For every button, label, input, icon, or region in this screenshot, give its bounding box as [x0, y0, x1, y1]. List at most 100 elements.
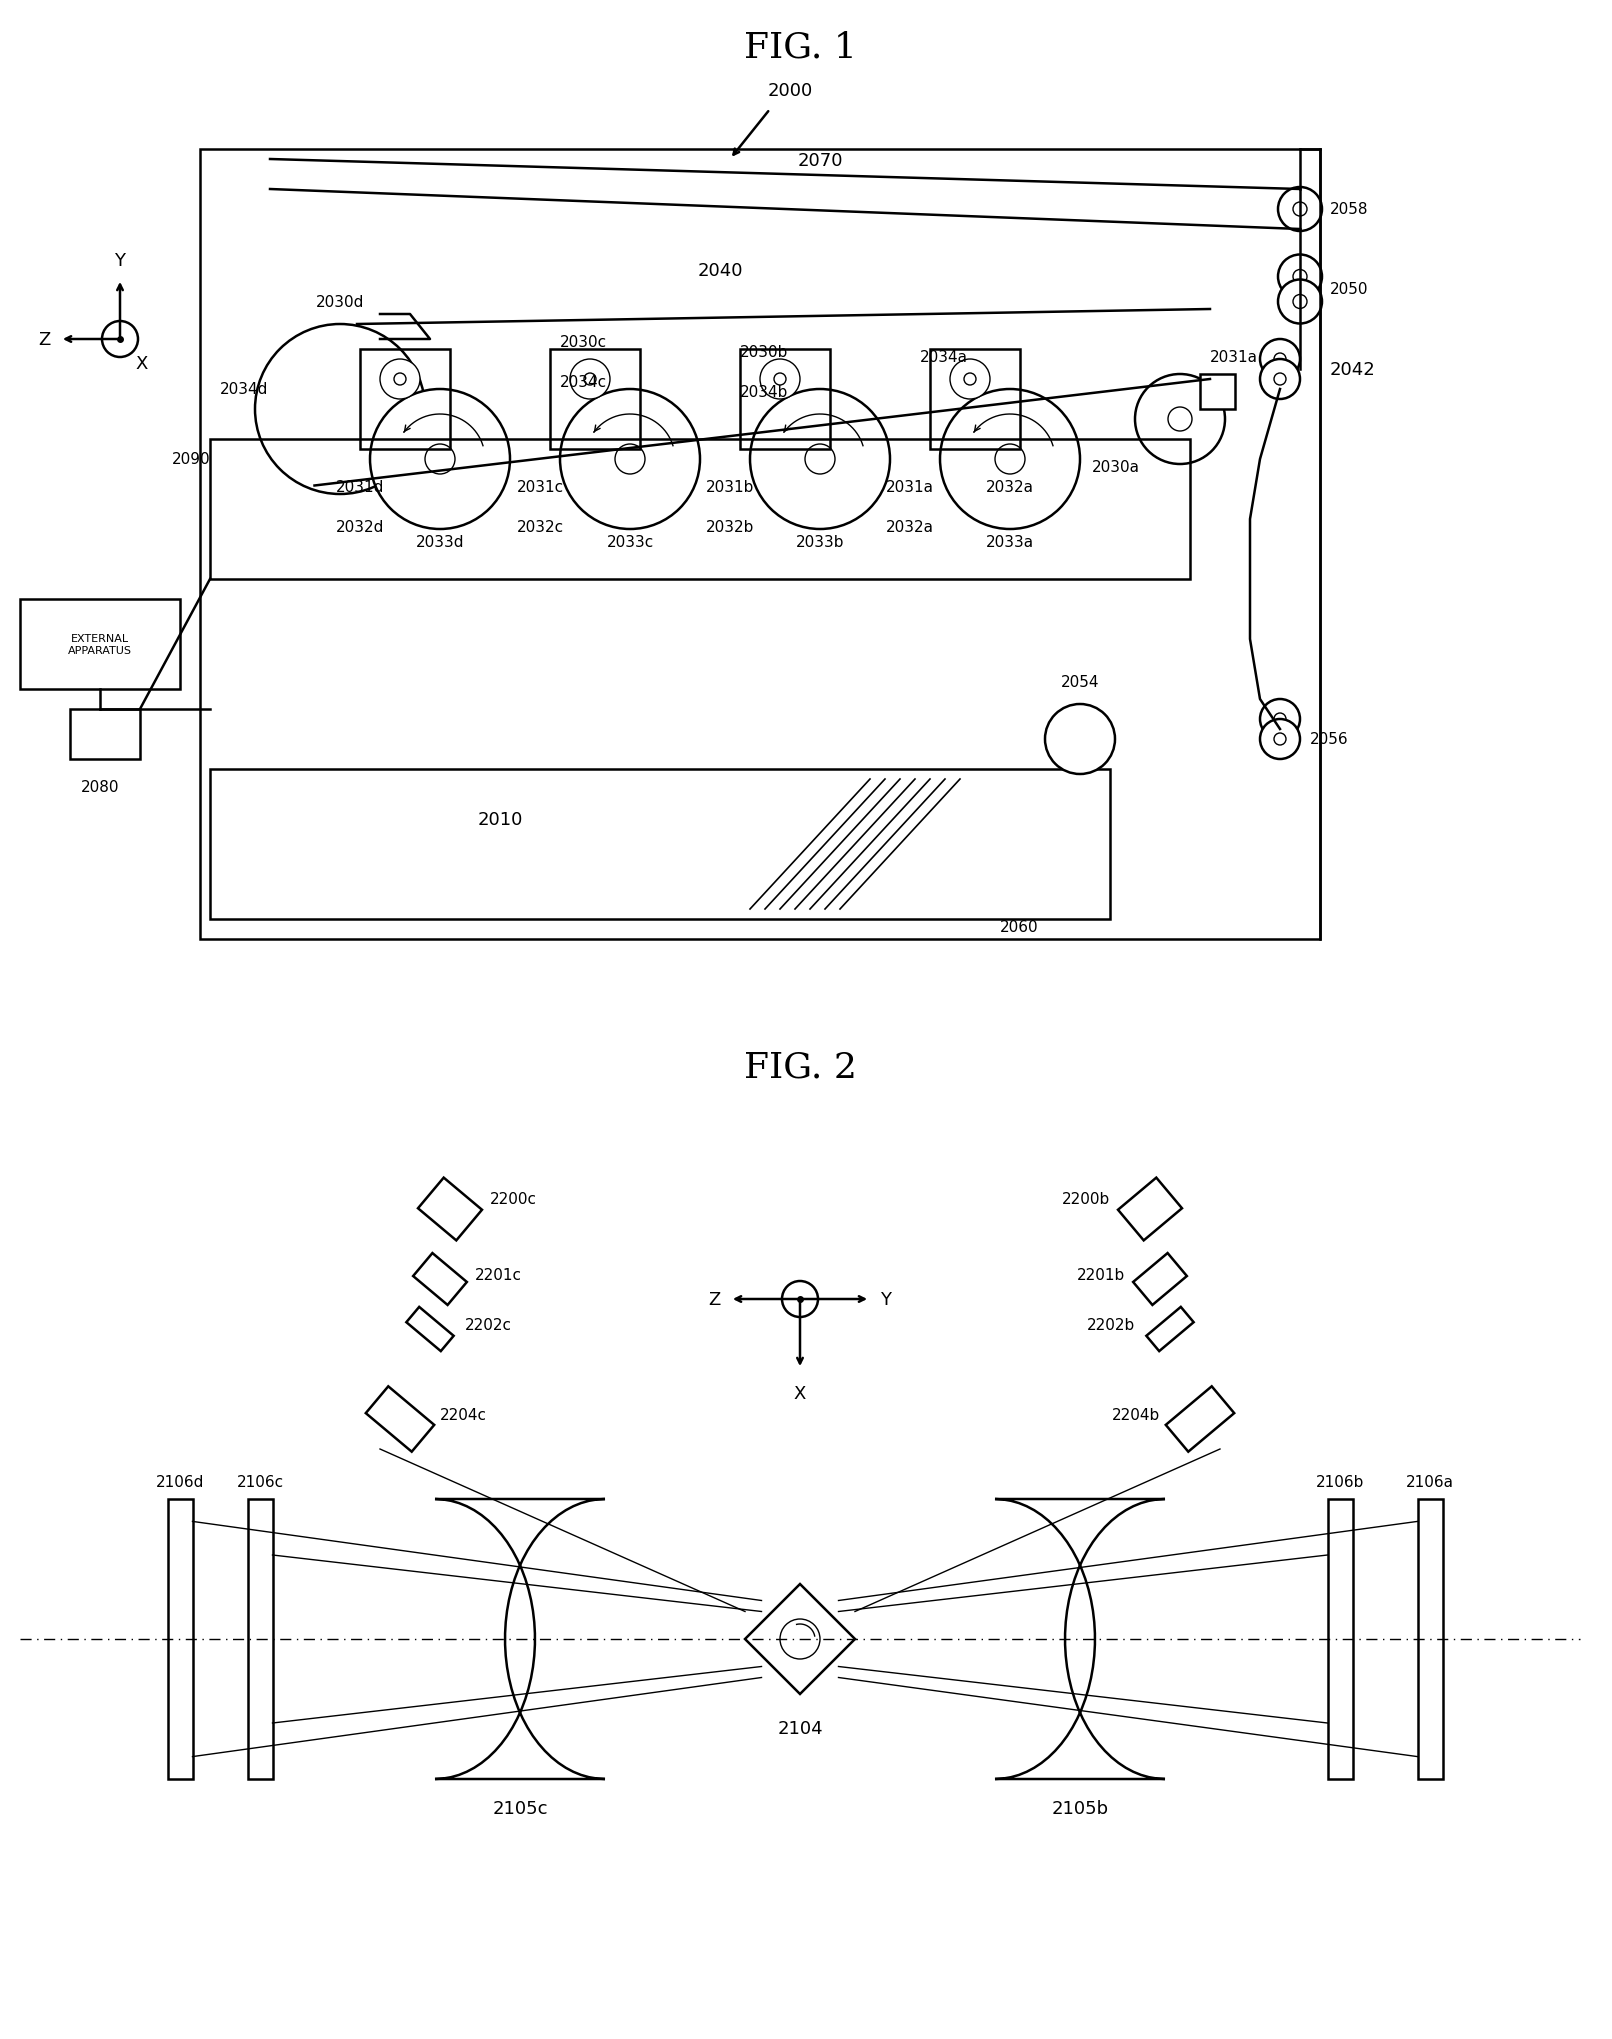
Text: Y: Y — [114, 253, 126, 269]
Text: 2058: 2058 — [1330, 202, 1369, 218]
Bar — [550, 351, 640, 451]
Circle shape — [371, 389, 509, 530]
Bar — [1328, 1499, 1352, 1780]
Text: 2033d: 2033d — [416, 534, 464, 551]
Bar — [930, 351, 1020, 451]
Text: X: X — [135, 355, 147, 373]
Text: 2050: 2050 — [1330, 281, 1369, 298]
Circle shape — [774, 373, 787, 385]
Bar — [1417, 1499, 1443, 1780]
Circle shape — [571, 359, 609, 400]
Text: 2200b: 2200b — [1062, 1193, 1111, 1207]
Text: 2054: 2054 — [1061, 675, 1099, 689]
Circle shape — [750, 389, 890, 530]
Polygon shape — [406, 1307, 453, 1352]
Circle shape — [940, 389, 1080, 530]
Text: 2034c: 2034c — [559, 375, 608, 389]
Text: 2030d: 2030d — [316, 296, 364, 310]
Polygon shape — [995, 1499, 1165, 1780]
Text: 2034b: 2034b — [740, 385, 788, 400]
Circle shape — [995, 445, 1025, 475]
Text: 2033a: 2033a — [987, 534, 1033, 551]
Text: 2070: 2070 — [798, 153, 843, 169]
Text: EXTERNAL
APPARATUS: EXTERNAL APPARATUS — [68, 634, 132, 655]
Circle shape — [804, 445, 835, 475]
Text: 2034d: 2034d — [219, 381, 268, 398]
Text: 2032d: 2032d — [335, 520, 384, 534]
Circle shape — [1278, 188, 1322, 232]
Circle shape — [393, 373, 406, 385]
Circle shape — [584, 373, 596, 385]
Polygon shape — [1119, 1179, 1182, 1242]
Text: Y: Y — [880, 1291, 891, 1309]
Circle shape — [426, 445, 455, 475]
Bar — [210, 769, 1111, 920]
Text: 2106d: 2106d — [156, 1474, 205, 1488]
Circle shape — [1293, 296, 1307, 310]
Bar — [248, 1499, 272, 1780]
Text: 2105b: 2105b — [1051, 1798, 1109, 1817]
Circle shape — [1261, 699, 1299, 740]
Text: 2204c: 2204c — [440, 1407, 487, 1421]
Bar — [359, 351, 450, 451]
Circle shape — [1273, 355, 1286, 365]
Text: 2030a: 2030a — [1091, 459, 1140, 475]
Text: 2202b: 2202b — [1086, 1317, 1135, 1331]
Text: 2032b: 2032b — [706, 520, 754, 534]
Text: 2031a: 2031a — [887, 479, 933, 495]
Circle shape — [1278, 279, 1322, 324]
Circle shape — [1293, 204, 1307, 216]
Polygon shape — [418, 1179, 482, 1242]
Text: 2056: 2056 — [1311, 732, 1349, 746]
Bar — [69, 710, 140, 761]
Circle shape — [1293, 271, 1307, 283]
Text: 2104: 2104 — [777, 1719, 822, 1737]
Text: 2090: 2090 — [171, 453, 210, 467]
Text: 2060: 2060 — [999, 920, 1038, 934]
Text: 2031b: 2031b — [706, 479, 754, 495]
Text: 2031c: 2031c — [516, 479, 564, 495]
Text: 2033b: 2033b — [796, 534, 845, 551]
Text: 2200c: 2200c — [490, 1193, 537, 1207]
Text: FIG. 1: FIG. 1 — [743, 31, 856, 63]
Circle shape — [255, 324, 426, 495]
Text: 2105c: 2105c — [492, 1798, 548, 1817]
Polygon shape — [413, 1254, 467, 1305]
Text: FIG. 2: FIG. 2 — [743, 1050, 856, 1083]
Text: 2202c: 2202c — [464, 1317, 513, 1331]
Polygon shape — [1133, 1254, 1186, 1305]
Text: 2201c: 2201c — [476, 1266, 522, 1283]
Polygon shape — [435, 1499, 604, 1780]
Circle shape — [949, 359, 990, 400]
Text: X: X — [793, 1384, 806, 1403]
Text: 2032a: 2032a — [887, 520, 933, 534]
Text: 2204b: 2204b — [1112, 1407, 1161, 1421]
Bar — [19, 599, 181, 689]
Circle shape — [1273, 373, 1286, 385]
Text: 2106b: 2106b — [1315, 1474, 1364, 1488]
Circle shape — [1261, 720, 1299, 761]
Polygon shape — [745, 1584, 854, 1694]
Polygon shape — [1146, 1307, 1193, 1352]
Text: 2000: 2000 — [767, 82, 812, 100]
Text: 2010: 2010 — [477, 812, 522, 828]
Text: 2033c: 2033c — [606, 534, 653, 551]
Polygon shape — [366, 1387, 434, 1452]
Text: Z: Z — [37, 330, 50, 349]
Circle shape — [1261, 359, 1299, 400]
Text: 2106c: 2106c — [237, 1474, 284, 1488]
Circle shape — [782, 1280, 817, 1317]
Circle shape — [102, 322, 139, 357]
Circle shape — [1169, 408, 1191, 432]
Circle shape — [1045, 705, 1116, 775]
Text: 2031a: 2031a — [1211, 351, 1257, 365]
Bar — [210, 440, 1190, 579]
Circle shape — [559, 389, 700, 530]
Polygon shape — [1165, 1387, 1235, 1452]
Circle shape — [1278, 255, 1322, 300]
Circle shape — [964, 373, 975, 385]
Text: 2032a: 2032a — [987, 479, 1033, 495]
Text: 2040: 2040 — [698, 261, 743, 279]
Text: 2080: 2080 — [81, 779, 119, 795]
Circle shape — [780, 1619, 821, 1660]
